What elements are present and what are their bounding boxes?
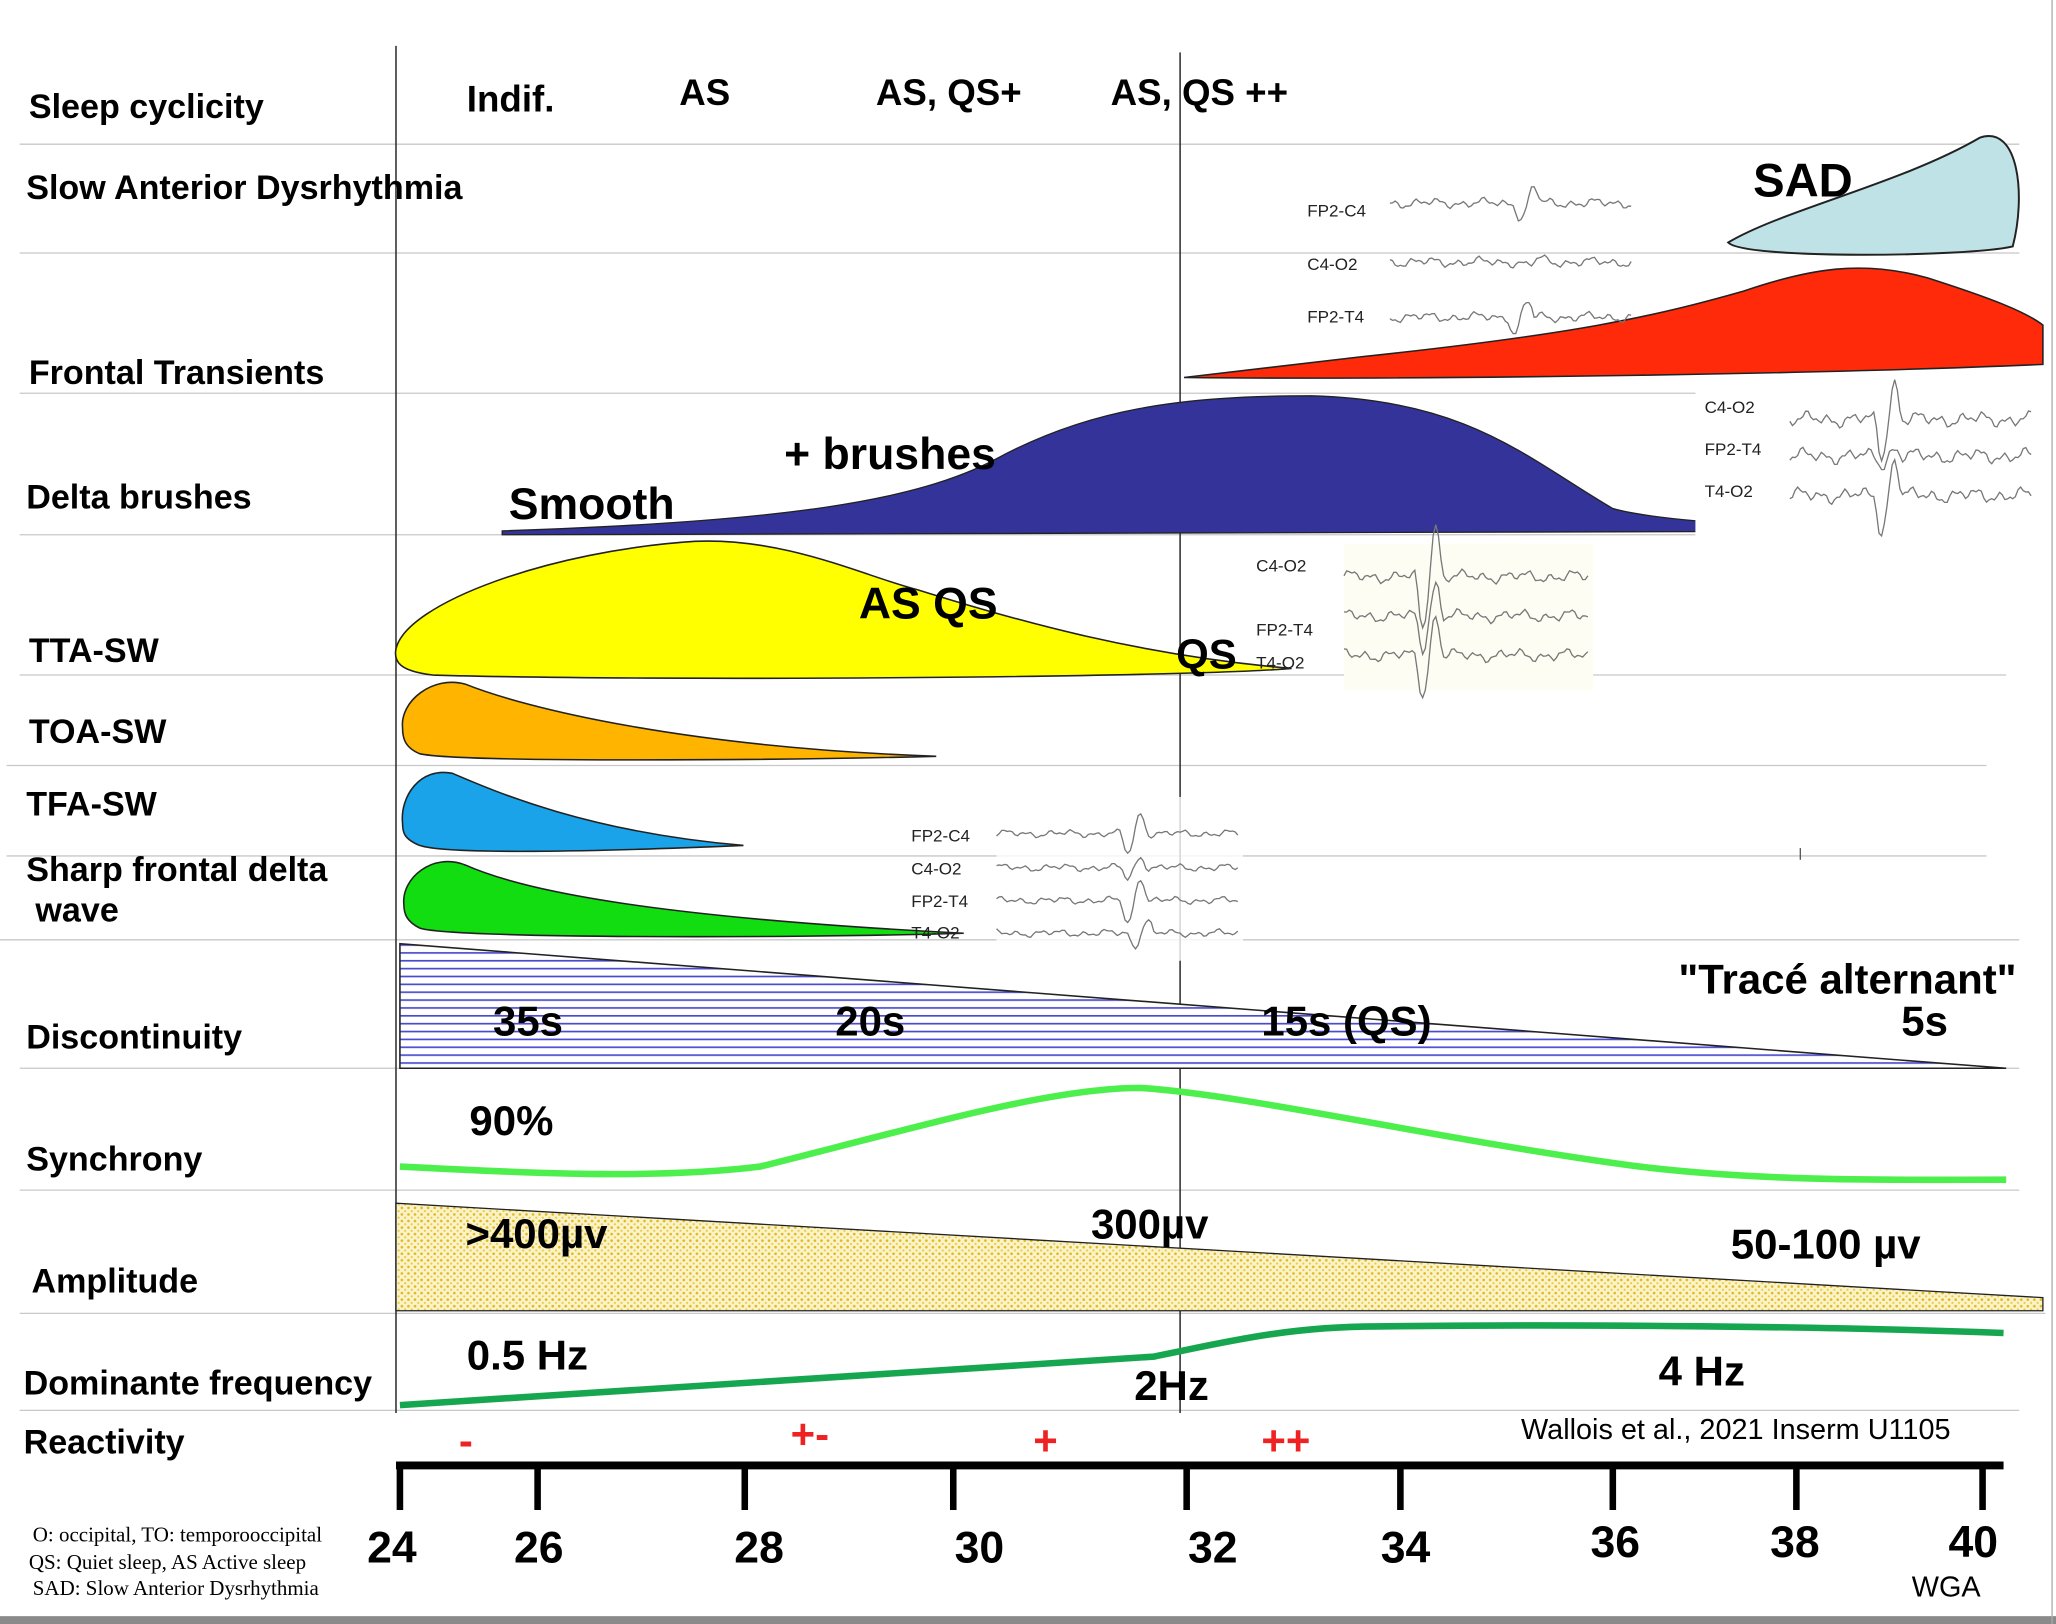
eeg-panel-1: FP2-C4 C4-O2 FP2-T4 xyxy=(1307,201,1366,326)
discontinuity-value: 15s (QS) xyxy=(1261,997,1431,1044)
channel-label: FP2-T4 xyxy=(1307,307,1364,326)
row-label-toa-sw: TOA-SW xyxy=(29,713,167,751)
eeg-trace xyxy=(1789,379,2032,464)
axis-tick-label: 38 xyxy=(1770,1518,1820,1567)
discontinuity-value: 20s xyxy=(835,997,905,1044)
eeg-trace xyxy=(1789,446,2032,471)
citation: Wallois et al., 2021 Inserm U1105 xyxy=(1521,1414,1951,1446)
tfa-sw-shape xyxy=(401,771,744,853)
age-axis: 24 26 28 30 32 34 36 38 40 WGA xyxy=(367,1461,2004,1603)
channel-label: C4-O2 xyxy=(911,859,961,878)
sad-label: SAD xyxy=(1753,155,1853,208)
legend: O: occipital, TO: temporooccipital QS: Q… xyxy=(29,1522,322,1600)
sleep-stage: AS xyxy=(679,72,730,113)
row-label-reactivity: Reactivity xyxy=(24,1424,185,1462)
sleep-stage: AS, QS+ xyxy=(876,72,1022,113)
amplitude-value: 50-100 µv xyxy=(1731,1220,1921,1267)
row-label-sad: Slow Anterior Dysrhythmia xyxy=(26,169,463,207)
legend-line: QS: Quiet sleep, AS Active sleep xyxy=(29,1550,306,1574)
row-label-frontal-transients: Frontal Transients xyxy=(29,354,324,392)
sad-shape xyxy=(1726,135,2020,256)
eeg-trace xyxy=(1343,524,1589,630)
frontal-transients-shape xyxy=(1183,267,2044,379)
bottom-border xyxy=(0,1616,2056,1624)
eeg-trace xyxy=(1389,301,1632,335)
channel-label: FP2-C4 xyxy=(1307,201,1366,220)
eeg-trace xyxy=(1389,254,1632,269)
synchrony-curve xyxy=(399,1084,2007,1184)
row-label-tfa-sw: TFA-SW xyxy=(26,785,157,823)
sharp-frontal-delta-shape xyxy=(403,860,964,938)
eeg-trace xyxy=(996,813,1239,855)
reactivity-mark: +- xyxy=(791,1410,829,1457)
frequency-value: 4 Hz xyxy=(1659,1347,1745,1394)
eeg-trace xyxy=(996,856,1239,882)
amplitude-value: 300µv xyxy=(1091,1201,1209,1248)
channel-label: T4-O2 xyxy=(1705,482,1753,501)
channel-label: T4-O2 xyxy=(1256,653,1304,672)
amplitude-value: >400µv xyxy=(465,1210,608,1257)
as-qs-label: AS QS xyxy=(859,580,998,629)
legend-line: SAD: Slow Anterior Dysrhythmia xyxy=(33,1576,320,1600)
brushes-label: + brushes xyxy=(784,430,996,479)
row-label-synchrony: Synchrony xyxy=(26,1140,202,1178)
eeg-trace xyxy=(1389,186,1632,222)
reactivity-mark: - xyxy=(459,1417,473,1464)
sleep-stage: Indif. xyxy=(467,78,555,119)
discontinuity-value: 5s xyxy=(1901,997,1948,1044)
toa-sw-shape xyxy=(401,681,937,761)
reactivity-mark: + xyxy=(1033,1417,1058,1464)
axis-tick-label: 40 xyxy=(1948,1518,1998,1567)
eeg-trace xyxy=(996,879,1239,924)
axis-tick-label: 32 xyxy=(1188,1523,1238,1572)
row-label-amplitude: Amplitude xyxy=(31,1262,198,1300)
frequency-value: 2Hz xyxy=(1134,1362,1209,1409)
axis-tick-label: 26 xyxy=(514,1523,564,1572)
discontinuity-wedge xyxy=(399,942,2007,1070)
row-label-discontinuity: Discontinuity xyxy=(26,1019,242,1057)
channel-label: FP2-T4 xyxy=(1256,621,1313,640)
eeg-panel-2: C4-O2 FP2-T4 T4-O2 xyxy=(1705,398,1762,501)
smooth-label: Smooth xyxy=(509,480,675,529)
frequency-curve xyxy=(399,1322,2004,1409)
amplitude-wedge xyxy=(395,1202,2044,1312)
eeg-trace xyxy=(996,918,1239,950)
reactivity-mark: ++ xyxy=(1261,1417,1310,1464)
eeg-panel-bg xyxy=(1695,380,2043,541)
frequency-value: 0.5 Hz xyxy=(467,1332,588,1379)
channel-label: FP2-C4 xyxy=(911,826,970,845)
row-label-sleep-cyclicity: Sleep cyclicity xyxy=(29,88,264,126)
axis-unit: WGA xyxy=(1912,1571,1982,1603)
discontinuity-value: 35s xyxy=(493,997,563,1044)
channel-label: C4-O2 xyxy=(1256,556,1306,575)
eeg-trace xyxy=(1343,580,1589,657)
row-label-tta-sw: TTA-SW xyxy=(29,632,160,670)
sleep-stage: AS, QS ++ xyxy=(1111,72,1288,113)
channel-label: FP2-T4 xyxy=(1705,440,1762,459)
channel-label: C4-O2 xyxy=(1705,398,1755,417)
row-label-sharp-frontal: Sharp frontal delta xyxy=(26,851,328,889)
row-label-dominant-frequency: Dominante frequency xyxy=(24,1365,373,1403)
axis-tick-label: 28 xyxy=(734,1523,784,1572)
synchrony-value: 90% xyxy=(469,1097,553,1144)
axis-tick-label: 34 xyxy=(1381,1523,1431,1572)
axis-tick-label: 30 xyxy=(955,1523,1005,1572)
channel-label: FP2-T4 xyxy=(911,892,968,911)
eeg-trace xyxy=(1343,615,1589,700)
channel-label: C4-O2 xyxy=(1307,255,1357,274)
eeg-traces xyxy=(996,186,2032,950)
axis-tick-label: 36 xyxy=(1591,1518,1641,1567)
row-label-sharp-frontal-2: wave xyxy=(34,891,118,929)
row-label-delta-brushes: Delta brushes xyxy=(26,479,251,517)
axis-tick-label: 24 xyxy=(367,1523,417,1572)
eeg-panel-3: C4-O2 FP2-T4 T4-O2 xyxy=(1256,556,1313,672)
legend-line: O: occipital, TO: temporooccipital xyxy=(33,1522,322,1546)
qs-label: QS xyxy=(1176,630,1237,677)
eeg-trace xyxy=(1789,457,2032,538)
tta-sw-shape xyxy=(394,540,1292,680)
trace-alternant-label: "Tracé alternant" xyxy=(1678,956,2016,1003)
channel-label: T4-O2 xyxy=(911,923,959,942)
eeg-panel-4: FP2-C4 C4-O2 FP2-T4 T4-O2 xyxy=(911,826,970,942)
